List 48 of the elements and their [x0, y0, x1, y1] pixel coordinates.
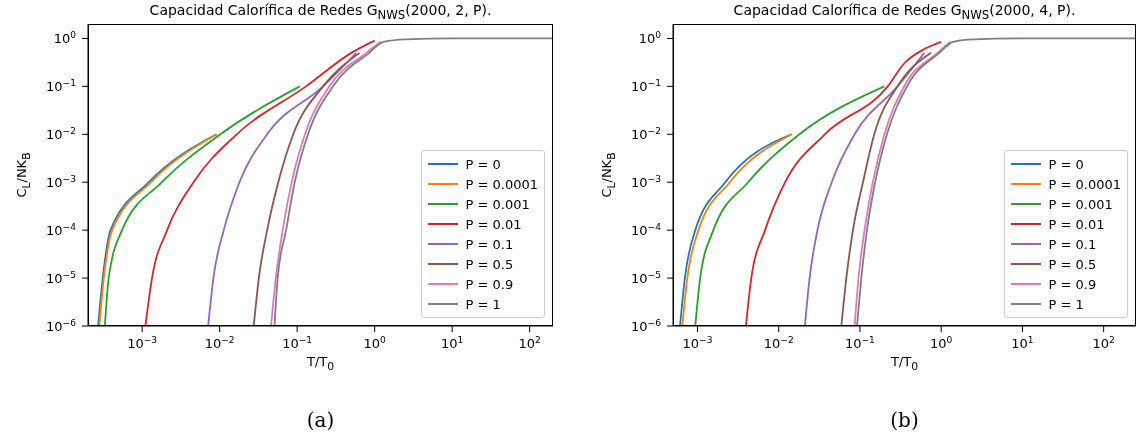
x-axis-title: T/T$_{0}$: [305, 354, 336, 373]
x-tick-label: 10$^{1}$: [441, 335, 464, 351]
legend-label: P = 0: [1048, 156, 1084, 172]
y-tick-label: 10$^{−2}$: [631, 126, 661, 143]
legend-label: P = 0.9: [1048, 276, 1097, 292]
y-tick-label: 10$^{0}$: [53, 30, 77, 47]
legend-label: P = 0.0001: [1048, 176, 1121, 192]
x-tick-label: 10$^{−3}$: [682, 335, 713, 351]
legend-label: P = 0.5: [1048, 256, 1097, 272]
legend-label: P = 0.5: [465, 256, 514, 272]
legend-label: P = 1: [1048, 296, 1084, 312]
x-tick-label: 10$^{2}$: [1092, 335, 1115, 351]
chart-title: Capacidad Calorífica de Redes G$_{NWS}$(2000, 4, P).: [732, 2, 1077, 22]
y-tick-label: 10$^{−2}$: [46, 126, 76, 143]
y-tick-label: 10$^{−4}$: [46, 222, 77, 239]
y-tick-label: 10$^{−6}$: [631, 318, 662, 334]
y-tick-label: 10$^{−1}$: [631, 78, 661, 95]
legend-label: P = 0.1: [1048, 236, 1097, 252]
y-tick-label: 10$^{−1}$: [46, 78, 76, 95]
legend-label: P = 0.001: [1048, 196, 1113, 212]
x-tick-label: 10$^{0}$: [363, 335, 387, 351]
legend-label: P = 1: [465, 296, 501, 312]
y-tick-label: 10$^{−3}$: [46, 174, 77, 191]
x-tick-label: 10$^{2}$: [518, 335, 541, 351]
legend-label: P = 0.001: [465, 196, 530, 212]
legend-label: P = 0.01: [1048, 216, 1105, 232]
x-tick-label: 10$^{−2}$: [204, 335, 235, 351]
x-tick-label: 10$^{−1}$: [282, 335, 313, 351]
legend-label: P = 0.0001: [465, 176, 538, 192]
x-tick-label: 10$^{1}$: [1011, 335, 1034, 351]
x-tick-label: 10$^{−3}$: [127, 335, 158, 351]
text: (a): [305, 408, 336, 432]
legend-label: P = 0.1: [465, 236, 514, 252]
legend-label: P = 0: [465, 156, 501, 172]
text: (b): [889, 408, 920, 432]
chart-title: Capacidad Calorífica de Redes G$_{NWS}$(2000, 2, P).: [148, 2, 493, 22]
x-tick-label: 10$^{−1}$: [844, 335, 875, 351]
x-tick-label: 10$^{0}$: [930, 335, 953, 351]
legend-label: P = 0.01: [465, 216, 522, 232]
y-tick-label: 10$^{−5}$: [46, 270, 76, 287]
y-tick-label: 10$^{−3}$: [631, 174, 662, 191]
y-tick-label: 10$^{−6}$: [46, 318, 77, 334]
y-tick-label: 10$^{0}$: [638, 30, 662, 47]
legend-label: P = 0.9: [465, 276, 514, 292]
x-axis-title: T/T$_{0}$: [889, 354, 920, 373]
y-tick-label: 10$^{−4}$: [631, 222, 662, 239]
y-tick-label: 10$^{−5}$: [631, 270, 661, 287]
x-tick-label: 10$^{−2}$: [763, 335, 794, 351]
